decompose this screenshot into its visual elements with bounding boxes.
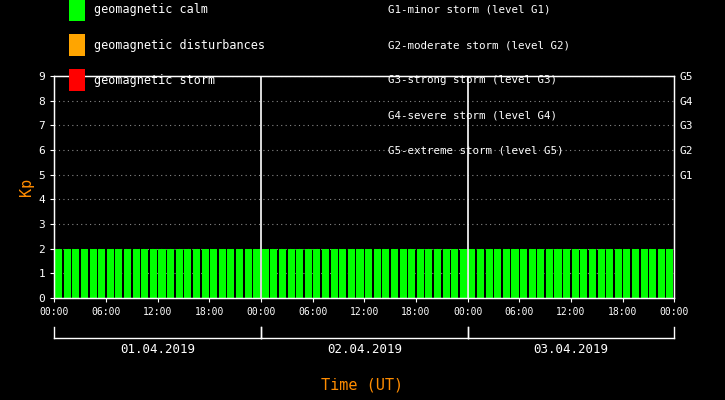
Bar <box>597 249 605 298</box>
Text: geomagnetic disturbances: geomagnetic disturbances <box>94 39 265 52</box>
Bar <box>615 249 622 298</box>
Bar <box>279 249 286 298</box>
Bar <box>408 249 415 298</box>
Bar <box>253 249 260 298</box>
Text: G5-extreme storm (level G5): G5-extreme storm (level G5) <box>388 146 563 156</box>
Bar <box>72 249 80 298</box>
Bar <box>357 249 363 298</box>
Bar <box>331 249 338 298</box>
Bar <box>270 249 278 298</box>
Bar <box>244 249 252 298</box>
Bar <box>133 249 140 298</box>
Bar <box>486 249 493 298</box>
Bar <box>55 249 62 298</box>
Bar <box>288 249 294 298</box>
Bar <box>572 249 579 298</box>
Bar <box>64 249 71 298</box>
Bar <box>339 249 347 298</box>
Text: 03.04.2019: 03.04.2019 <box>534 343 608 356</box>
Bar <box>391 249 398 298</box>
Bar <box>175 249 183 298</box>
Bar <box>503 249 510 298</box>
Bar <box>365 249 372 298</box>
Bar <box>537 249 544 298</box>
Bar <box>649 249 656 298</box>
Bar <box>228 249 234 298</box>
Bar <box>589 249 596 298</box>
Bar <box>90 249 96 298</box>
Bar <box>434 249 441 298</box>
Text: 01.04.2019: 01.04.2019 <box>120 343 195 356</box>
Bar <box>236 249 243 298</box>
Bar <box>511 249 518 298</box>
Bar <box>460 249 467 298</box>
Text: G1-minor storm (level G1): G1-minor storm (level G1) <box>388 5 550 15</box>
Text: 02.04.2019: 02.04.2019 <box>327 343 402 356</box>
Bar <box>417 249 424 298</box>
Bar <box>150 249 157 298</box>
Bar <box>580 249 587 298</box>
Bar <box>632 249 639 298</box>
Bar <box>658 249 665 298</box>
Bar <box>382 249 389 298</box>
Bar <box>477 249 484 298</box>
Text: geomagnetic storm: geomagnetic storm <box>94 74 215 87</box>
Bar <box>322 249 329 298</box>
Bar <box>202 249 209 298</box>
Bar <box>348 249 355 298</box>
Bar <box>297 249 303 298</box>
Bar <box>468 249 476 298</box>
Bar <box>141 249 149 298</box>
Bar <box>563 249 570 298</box>
Bar <box>494 249 501 298</box>
Bar <box>81 249 88 298</box>
Bar <box>304 249 312 298</box>
Bar <box>184 249 191 298</box>
Text: geomagnetic calm: geomagnetic calm <box>94 4 207 16</box>
Bar <box>159 249 165 298</box>
Bar <box>167 249 174 298</box>
Bar <box>210 249 217 298</box>
Bar <box>666 249 674 298</box>
Bar <box>606 249 613 298</box>
Bar <box>555 249 562 298</box>
Bar <box>426 249 432 298</box>
Bar <box>641 249 647 298</box>
Bar <box>546 249 553 298</box>
Bar <box>529 249 536 298</box>
Bar <box>624 249 631 298</box>
Bar <box>107 249 114 298</box>
Bar <box>313 249 320 298</box>
Bar <box>115 249 123 298</box>
Text: G2-moderate storm (level G2): G2-moderate storm (level G2) <box>388 40 570 50</box>
Bar <box>520 249 527 298</box>
Bar <box>193 249 200 298</box>
Text: G3-strong storm (level G3): G3-strong storm (level G3) <box>388 76 557 86</box>
Bar <box>442 249 450 298</box>
Bar <box>124 249 131 298</box>
Bar <box>451 249 458 298</box>
Bar <box>219 249 225 298</box>
Bar <box>373 249 381 298</box>
Bar <box>399 249 407 298</box>
Text: Time (UT): Time (UT) <box>321 377 404 392</box>
Text: G4-severe storm (level G4): G4-severe storm (level G4) <box>388 111 557 121</box>
Bar <box>98 249 105 298</box>
Bar <box>262 249 269 298</box>
Y-axis label: Kp: Kp <box>20 178 34 196</box>
